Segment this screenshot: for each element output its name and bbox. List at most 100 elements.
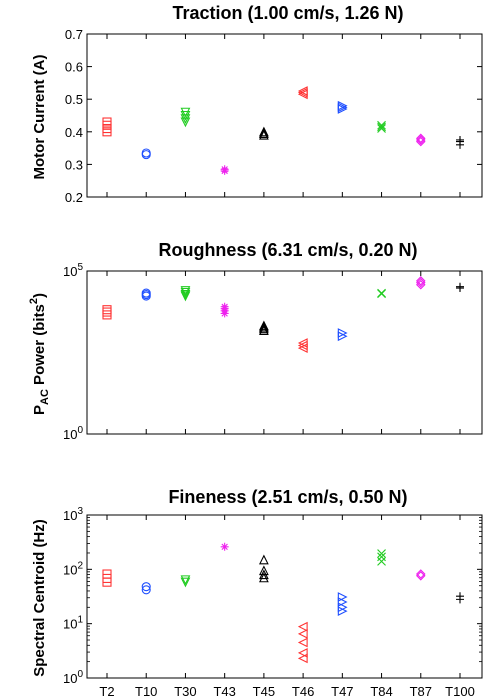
y-tick-label: 101 (63, 615, 83, 632)
data-point-square (102, 117, 112, 127)
data-point-triangle-down (180, 110, 191, 121)
data-point-triangle-down (180, 117, 191, 128)
y-tick-label: 0.4 (65, 125, 83, 140)
y-tick-label: 100 (63, 669, 83, 686)
x-tick-label: T100 (445, 684, 475, 699)
data-point-triangle-up (258, 320, 269, 331)
data-point-triangle-left (297, 628, 308, 639)
y-axis-label-end: ) (31, 293, 48, 298)
y-tick-label: 103 (63, 506, 83, 523)
y-tick-label: 0.5 (65, 92, 83, 107)
data-point-square (102, 310, 112, 320)
data-point-triangle-down (180, 577, 191, 588)
data-point-triangle-down (180, 107, 191, 118)
x-tick-labels: T2 T10 T30 T43 T45 T46 T47 T84 T87 T100 (99, 684, 474, 699)
data-point-triangle-right (337, 592, 348, 602)
y-axis-label: Spectral Centroid (Hz) (31, 519, 48, 677)
y-ticks: 100 105 (63, 262, 482, 442)
x-tick-label: T10 (135, 684, 157, 699)
data-point-x (377, 288, 386, 298)
x-tick-label: T87 (410, 684, 432, 699)
y-axis-label: PAC Power (bits2) (28, 293, 51, 415)
x-tick-label: T47 (331, 684, 353, 699)
x-tick-label: T30 (174, 684, 196, 699)
data-point-star (220, 165, 229, 174)
data-point-triangle-down (180, 289, 191, 300)
data-point-x (377, 122, 386, 132)
data-point-star (220, 542, 229, 551)
x-tick-label: T2 (99, 684, 114, 699)
data-points (102, 86, 464, 175)
data-point-triangle-up (258, 325, 269, 336)
data-point-triangle-left (297, 647, 308, 658)
data-point-triangle-up (258, 129, 269, 140)
data-point-circle (141, 288, 151, 298)
panel-traction: Traction (1.00 cm/s, 1.26 N) Motor Curre… (31, 3, 483, 205)
data-point-triangle-up (258, 572, 269, 583)
y-tick-label: 100 (63, 425, 83, 442)
x-tick-label: T84 (370, 684, 392, 699)
data-point-star (220, 302, 229, 311)
y-tick-label: 102 (63, 560, 83, 577)
data-point-diamond (415, 569, 426, 579)
panel-roughness: Roughness (6.31 cm/s, 0.20 N) PAC Power … (28, 240, 483, 442)
data-point-square (102, 307, 112, 317)
data-point-circle (141, 148, 151, 158)
data-point-square (102, 305, 112, 315)
data-point-triangle-right (337, 328, 348, 338)
data-point-triangle-down (180, 287, 191, 298)
data-point-triangle-right (337, 100, 348, 111)
chart-title: Fineness (2.51 cm/s, 0.50 N) (168, 487, 407, 507)
y-tick-label: 0.2 (65, 190, 83, 205)
data-point-triangle-right (337, 597, 348, 607)
y-axis-label-sub: AC (39, 389, 51, 405)
y-ticks: 100 101 102 103 (63, 506, 482, 686)
data-point-triangle-up (258, 554, 269, 565)
data-point-triangle-down (180, 286, 191, 296)
x-tick-label: T45 (253, 684, 275, 699)
data-point-x (377, 124, 386, 133)
plot-frame (86, 270, 483, 435)
y-axis-label-main: P (31, 405, 48, 415)
data-point-triangle-left (297, 86, 308, 96)
data-point-diamond (415, 133, 426, 144)
x-tick-label: T43 (213, 684, 235, 699)
data-point-plus (456, 592, 464, 601)
y-axis-label: Motor Current (A) (31, 55, 48, 180)
data-point-diamond (415, 276, 426, 286)
data-point-triangle-down (180, 575, 191, 586)
panel-fineness: Fineness (2.51 cm/s, 0.50 N) Spectral Ce… (31, 487, 483, 699)
y-axis-label-rest: Power (bits (31, 304, 48, 389)
y-tick-label: 0.6 (65, 60, 83, 75)
data-point-x (377, 552, 386, 562)
data-point-circle (141, 585, 151, 595)
data-points (102, 276, 464, 354)
data-point-triangle-left (297, 338, 308, 348)
plot-frame (86, 514, 483, 679)
data-point-plus (456, 135, 464, 144)
y-tick-label: 0.3 (65, 157, 83, 172)
data-point-diamond (415, 571, 426, 581)
data-points (102, 542, 464, 664)
y-tick-label: 105 (63, 262, 83, 279)
data-point-circle (141, 582, 151, 592)
data-point-triangle-left (297, 621, 308, 632)
data-point-triangle-up (258, 128, 269, 138)
data-point-triangle-up (258, 126, 269, 137)
plot-frame (86, 33, 483, 198)
y-tick-label: 0.7 (65, 27, 83, 42)
data-point-diamond (415, 135, 426, 145)
chart-title: Traction (1.00 cm/s, 1.26 N) (172, 3, 403, 23)
chart-title: Roughness (6.31 cm/s, 0.20 N) (158, 240, 417, 260)
data-point-x (377, 557, 386, 566)
x-tick-label: T46 (292, 684, 314, 699)
data-point-triangle-left (297, 637, 308, 648)
data-point-triangle-left (297, 653, 308, 664)
data-point-x (377, 549, 386, 558)
data-point-triangle-down (180, 114, 191, 124)
y-ticks: 0.2 0.3 0.4 0.5 0.6 0.7 (65, 27, 482, 205)
data-point-triangle-up (258, 323, 269, 334)
data-point-triangle-right (337, 602, 348, 613)
data-point-x (377, 120, 386, 130)
